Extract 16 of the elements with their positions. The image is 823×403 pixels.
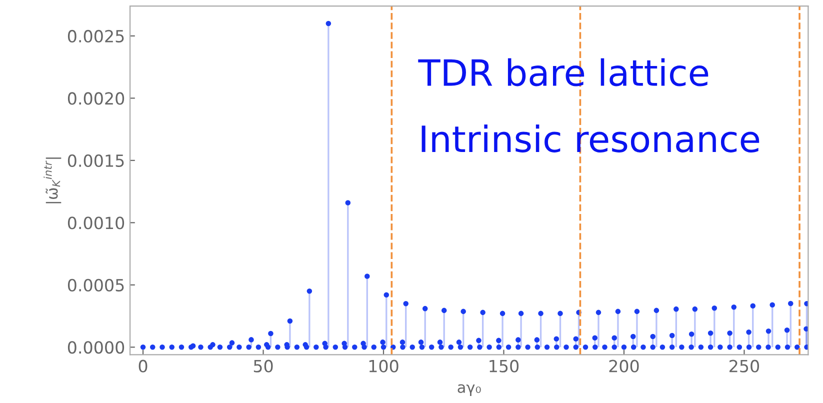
- x-tick-label: 200: [609, 360, 639, 372]
- y-tick-label: 0.0020: [68, 92, 124, 105]
- y-tick-label: 0.0025: [68, 30, 124, 42]
- y-tick-label: 0.0015: [68, 154, 124, 167]
- x-tick-label: 150: [490, 360, 519, 372]
- x-tick-label: 50: [254, 360, 273, 372]
- annotation: TDR bare lattice: [418, 58, 708, 86]
- y-axis-title: |ω̃$_{K}$$^{intr}$|: [44, 158, 62, 204]
- annotation: Intrinsic resonance: [422, 124, 760, 152]
- x-tick-label: 0: [138, 360, 148, 372]
- x-tick-label: 250: [730, 360, 760, 372]
- y-tick-label: 0.0010: [68, 216, 124, 230]
- x-tick-label: 100: [369, 360, 398, 372]
- x-axis-title: aγ₀: [458, 384, 481, 396]
- y-tick-label: 0.0000: [68, 341, 124, 354]
- y-tick-label: 0.0005: [68, 278, 124, 292]
